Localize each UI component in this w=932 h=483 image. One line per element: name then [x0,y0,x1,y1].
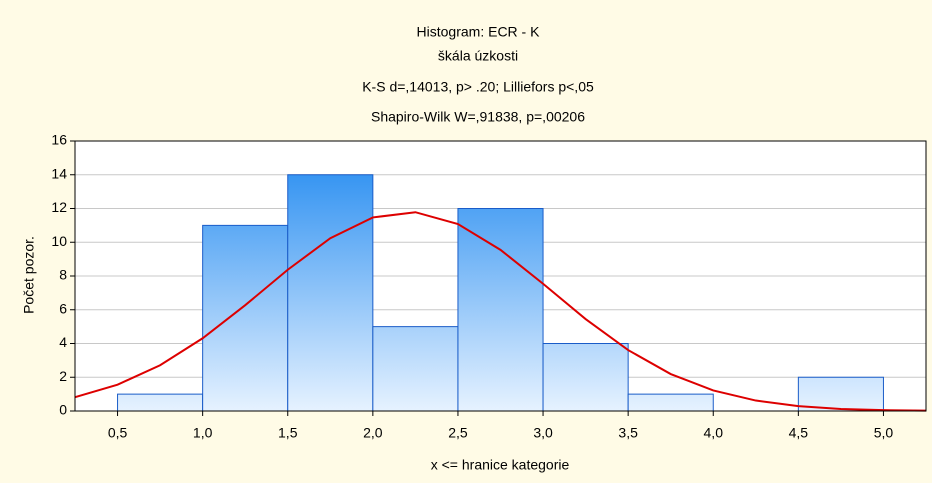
x-axis-label: x <= hranice kategorie [431,457,570,473]
x-tick-label: 4,5 [789,425,809,441]
bar [372,326,459,412]
bar [202,224,289,412]
x-tick-label: 1,5 [278,425,298,441]
bar [117,393,204,412]
bar [797,376,884,412]
annotation: K-S d=,14013, p> .20; Lilliefors p<,05 [362,79,594,95]
annotation: Shapiro-Wilk W=,91838, p=,00206 [371,109,585,125]
plot-border [74,140,927,412]
x-tick-label: 3,0 [533,425,553,441]
y-tick-label: 0 [59,402,67,418]
y-tick-label: 8 [59,267,67,283]
y-tick-label: 4 [59,334,67,350]
y-tick-label: 10 [51,233,67,249]
bar [457,208,544,412]
x-tick-label: 4,0 [704,425,724,441]
x-tick-label: 1,0 [193,425,213,441]
y-tick-label: 6 [59,300,67,316]
normal-curve [74,211,927,412]
bar [627,393,714,412]
x-tick-label: 3,5 [618,425,638,441]
bar [542,343,629,412]
x-tick-label: 2,0 [363,425,383,441]
chart-subtitle: škála úzkosti [438,48,518,64]
x-tick-label: 5,0 [874,425,894,441]
y-tick-label: 16 [51,132,67,148]
bar [287,174,374,412]
y-tick-label: 2 [59,368,67,384]
y-axis-label: Počet pozor. [21,236,37,314]
x-tick-label: 2,5 [448,425,468,441]
x-tick-label: 0,5 [108,425,128,441]
chart-title: Histogram: ECR - K [417,24,541,40]
y-tick-label: 14 [51,165,67,181]
y-tick-label: 12 [51,199,67,215]
